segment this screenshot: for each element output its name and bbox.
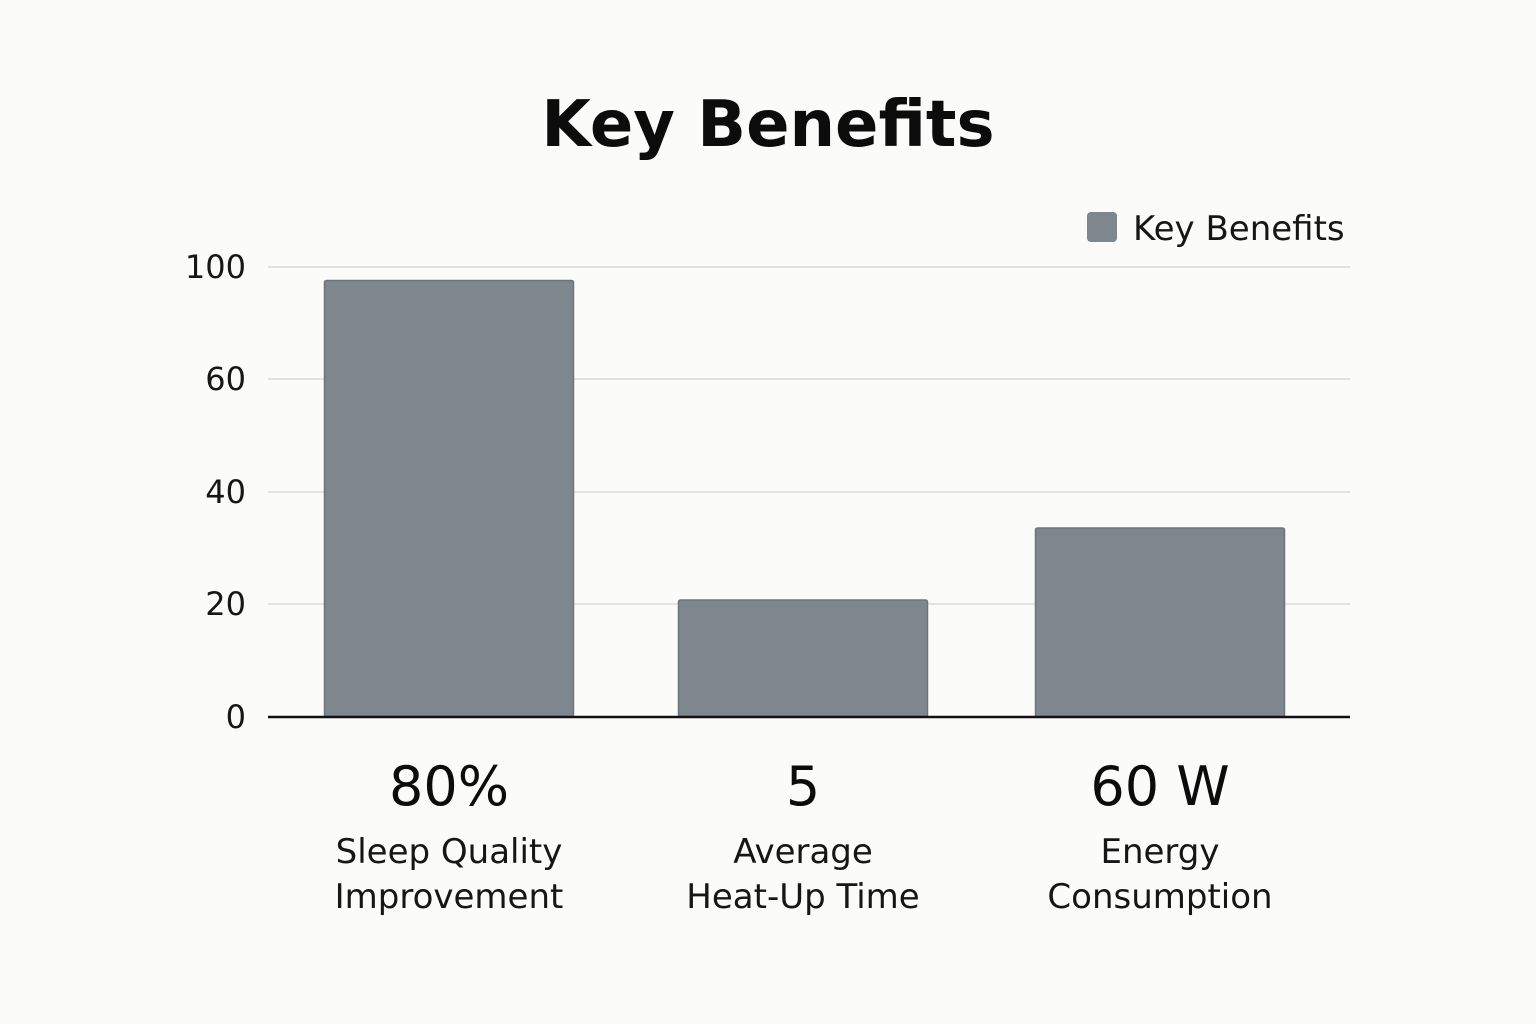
legend-label: Key Benefits [1133, 209, 1345, 249]
category-label: Energy [1100, 832, 1219, 872]
category-label: Improvement [335, 877, 564, 917]
chart-title: Key Benefits [541, 88, 994, 162]
category-label: Heat-Up Time [686, 877, 919, 917]
bars [323, 279, 1286, 718]
value-labels: 80% 5 60 W [389, 755, 1230, 818]
value-label: 5 [786, 755, 820, 818]
bar [677, 599, 929, 718]
value-label: 80% [389, 755, 509, 818]
value-label: 60 W [1090, 755, 1229, 818]
category-label: Sleep Quality [336, 832, 563, 872]
legend: Key Benefits [1087, 209, 1345, 249]
y-tick-label: 20 [205, 585, 246, 623]
category-labels: Sleep Quality Improvement Average Heat-Up T… [335, 832, 1273, 917]
bar [1034, 527, 1286, 718]
legend-swatch [1087, 212, 1117, 242]
y-tick-label: 60 [205, 360, 246, 398]
category-label: Average [733, 832, 873, 872]
y-tick-label: 40 [205, 473, 246, 511]
y-tick-label: 0 [226, 698, 246, 736]
y-axis-ticks: 0 20 40 60 100 [185, 248, 246, 736]
bar [323, 279, 575, 718]
y-tick-label: 100 [185, 248, 246, 286]
category-label: Consumption [1047, 877, 1272, 917]
